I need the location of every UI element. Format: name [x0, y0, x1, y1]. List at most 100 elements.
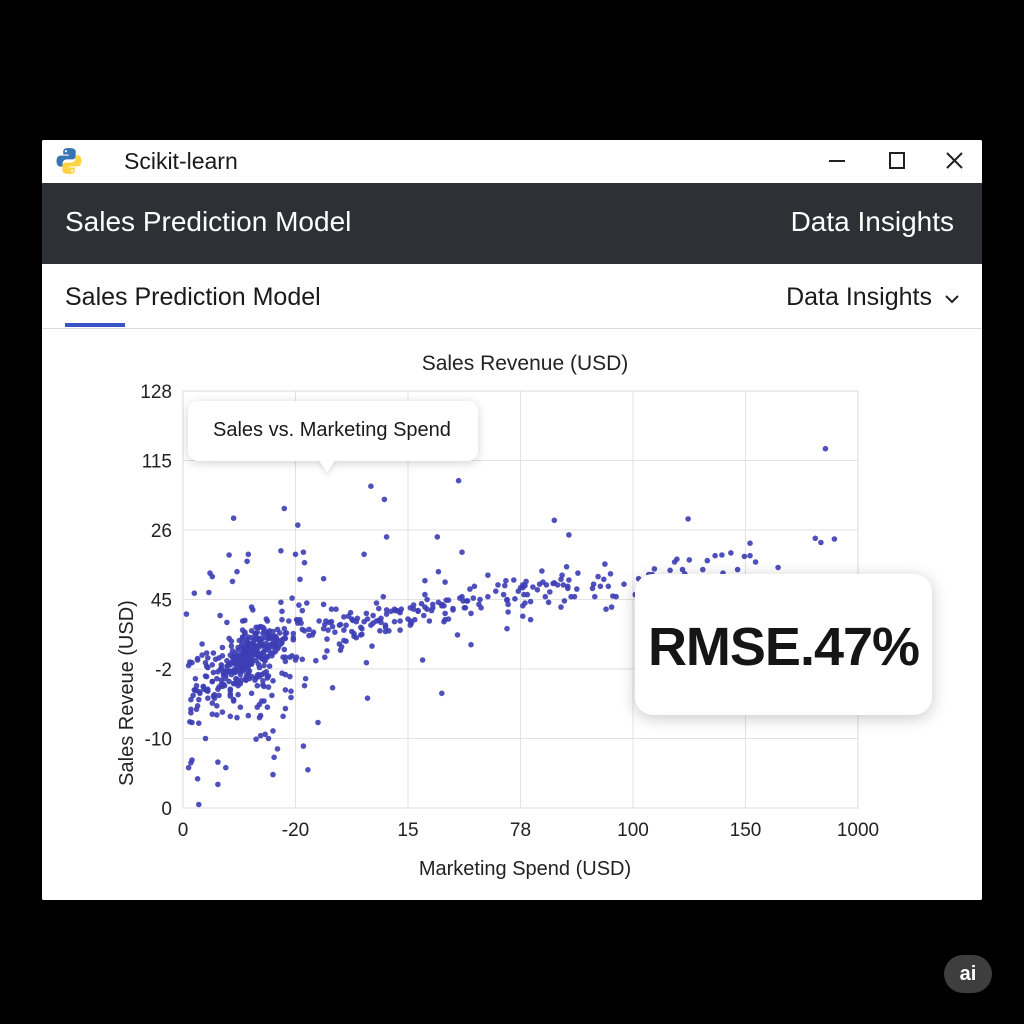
- x-tick-label: 100: [617, 820, 649, 841]
- data-point: [686, 557, 693, 563]
- tooltip-pointer: [318, 459, 336, 473]
- data-point: [368, 483, 374, 489]
- data-point: [812, 535, 819, 542]
- data-point: [445, 597, 452, 603]
- data-point: [305, 767, 311, 773]
- y-tick-label: -10: [145, 730, 172, 751]
- data-point: [251, 641, 257, 648]
- x-axis-label: Marketing Spend (USD): [419, 858, 631, 880]
- data-point: [271, 641, 277, 648]
- data-point: [592, 593, 598, 600]
- data-point: [227, 713, 234, 720]
- data-point: [551, 517, 558, 524]
- data-point: [261, 662, 267, 669]
- y-tick-label: 115: [142, 452, 172, 473]
- data-point: [270, 678, 276, 684]
- data-point: [205, 655, 211, 661]
- data-point: [299, 607, 306, 614]
- data-insights-link[interactable]: Data Insights: [790, 206, 954, 237]
- chart-points: [183, 445, 838, 808]
- data-point: [459, 549, 465, 555]
- data-point: [422, 591, 428, 598]
- data-point: [286, 618, 292, 624]
- close-button[interactable]: [935, 146, 975, 176]
- data-point: [370, 620, 376, 626]
- data-point: [185, 764, 192, 771]
- tab-sales-prediction-model[interactable]: Sales Prediction Model: [65, 283, 321, 311]
- data-point: [445, 616, 452, 622]
- data-point: [200, 683, 207, 690]
- data-point: [270, 771, 276, 778]
- data-point: [261, 698, 267, 704]
- data-point: [332, 629, 338, 635]
- app-window: Scikit-learn Sales Prediction Model Data…: [42, 140, 982, 900]
- data-point: [364, 616, 371, 622]
- data-point: [232, 655, 238, 661]
- data-point: [287, 673, 293, 680]
- data-point: [329, 685, 336, 691]
- data-point: [210, 650, 217, 656]
- dropdown-label: Data Insights: [786, 283, 932, 311]
- data-point: [605, 583, 612, 590]
- data-point: [264, 618, 271, 624]
- data-point: [299, 656, 306, 663]
- data-point: [554, 582, 561, 588]
- x-tick-labels: 0 -20 15 78 100 150 1000: [178, 820, 879, 841]
- data-point: [216, 655, 222, 661]
- data-point: [248, 604, 255, 610]
- app-header-title: Sales Prediction Model: [65, 206, 352, 237]
- data-point: [434, 534, 441, 540]
- data-point: [590, 581, 597, 587]
- data-point: [297, 576, 303, 583]
- data-point: [265, 673, 272, 679]
- data-point: [288, 688, 294, 694]
- data-point: [369, 643, 375, 649]
- data-point: [383, 607, 390, 613]
- data-point: [215, 669, 221, 675]
- window-titlebar[interactable]: Scikit-learn: [42, 140, 982, 183]
- data-point: [442, 610, 448, 617]
- y-tick-label: 0: [161, 799, 172, 820]
- data-point: [202, 673, 209, 679]
- data-point: [477, 596, 483, 603]
- data-point: [426, 618, 433, 624]
- data-point: [209, 678, 216, 685]
- data-point: [194, 776, 201, 782]
- data-point: [256, 624, 263, 631]
- data-point: [558, 604, 564, 610]
- data-point: [279, 670, 285, 676]
- minimize-button[interactable]: [817, 146, 857, 176]
- data-point: [196, 696, 202, 703]
- data-point: [219, 709, 226, 715]
- data-point: [542, 593, 549, 600]
- data-point: [278, 599, 284, 606]
- data-point: [545, 599, 552, 606]
- data-point: [430, 605, 436, 611]
- maximize-button[interactable]: [877, 146, 917, 176]
- data-point: [230, 696, 237, 703]
- data-point: [235, 666, 241, 672]
- data-point: [265, 735, 272, 742]
- data-point: [412, 616, 418, 623]
- data-point: [190, 692, 196, 699]
- data-point: [238, 642, 245, 649]
- data-point: [359, 625, 365, 632]
- data-point: [471, 583, 478, 590]
- data-point: [455, 477, 462, 484]
- data-insights-dropdown[interactable]: Data Insights: [786, 283, 960, 312]
- data-point: [454, 632, 461, 638]
- data-point: [281, 635, 288, 642]
- data-point: [259, 671, 265, 678]
- data-point: [341, 637, 347, 644]
- data-point: [523, 578, 529, 585]
- data-point: [450, 607, 456, 613]
- data-point: [205, 695, 211, 701]
- close-icon: [946, 152, 963, 169]
- data-point: [255, 661, 262, 667]
- data-point: [227, 668, 234, 674]
- data-point: [394, 607, 400, 614]
- data-point: [209, 711, 216, 717]
- data-point: [407, 622, 414, 628]
- data-point: [376, 605, 382, 612]
- data-point: [244, 558, 250, 565]
